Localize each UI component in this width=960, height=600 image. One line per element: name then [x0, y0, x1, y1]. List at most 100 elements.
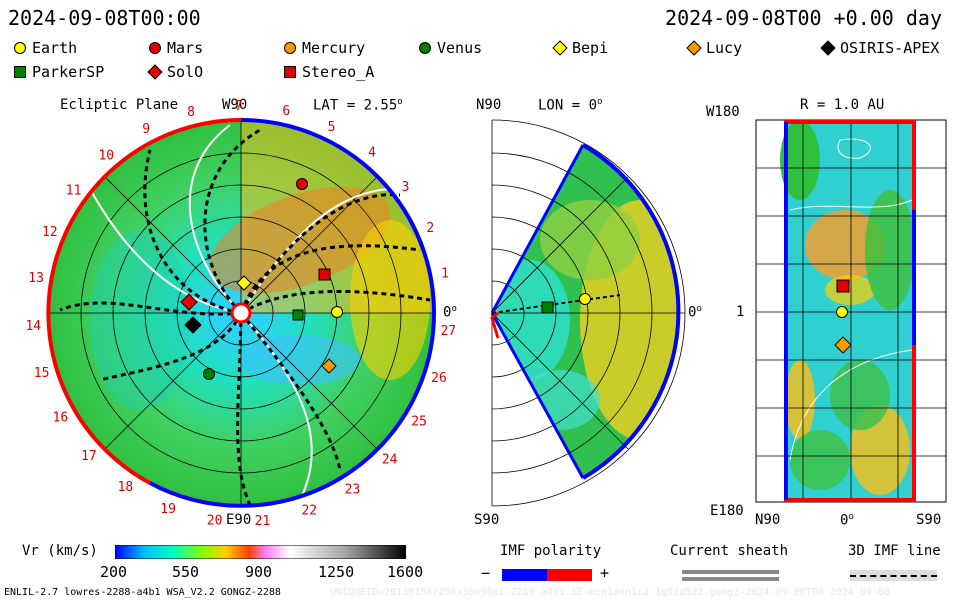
- legend-marker-diamond: [686, 40, 702, 56]
- legend-marker-diamond: [147, 64, 163, 80]
- legend-item-stereo-a: Stereo_A: [282, 63, 374, 81]
- carrington-label-17: 17: [81, 449, 97, 464]
- legend-label: Bepi: [572, 39, 609, 57]
- carrington-label-19: 19: [160, 502, 176, 517]
- zero-value: 0: [840, 512, 849, 529]
- carrington-label-10: 10: [98, 149, 114, 164]
- parkersp-meridional-marker: [541, 301, 554, 314]
- carrington-label-2: 2: [426, 221, 434, 236]
- legend-label: ParkerSP: [32, 63, 105, 81]
- legend-marker-circle: [284, 42, 296, 54]
- legend-item-mars: Mars: [147, 39, 203, 57]
- legend-label: Stereo_A: [302, 63, 375, 81]
- legend-item-lucy: Lucy: [686, 39, 742, 57]
- latitude-value: LAT = 2.55: [313, 97, 398, 114]
- legend-label: OSIRIS-APEX: [840, 39, 940, 57]
- carrington-label-5: 5: [328, 120, 336, 135]
- carrington-label-12: 12: [42, 225, 58, 240]
- legend-item-venus: Venus: [417, 39, 482, 57]
- colorbar-tick-550: 550: [172, 563, 200, 581]
- venus-marker: [203, 368, 215, 380]
- footer-run-info: ENLIL-2.7 lowres-2288-a4b1 WSA_V2.2 GONG…: [4, 587, 281, 598]
- imf-negative-swatch: [502, 569, 547, 581]
- legend-label: Earth: [32, 39, 78, 57]
- e90-label: E90: [226, 512, 252, 528]
- carrington-label-1: 1: [441, 267, 449, 282]
- carrington-label-7: 7: [235, 99, 243, 114]
- imf-plus-label: +: [600, 564, 610, 582]
- start-timestamp: 2024-09-08T00:00: [8, 6, 201, 30]
- legend-marker-circle: [14, 42, 26, 54]
- carrington-label-22: 22: [301, 504, 317, 519]
- center-longitude-label: 1: [736, 304, 745, 320]
- colorbar-title: Vr (km/s): [22, 543, 98, 559]
- e180-label: E180: [710, 503, 744, 519]
- carrington-label-20: 20: [207, 513, 223, 528]
- earth-sphere-marker: [836, 306, 848, 318]
- stereo-a-marker: [318, 268, 331, 281]
- carrington-label-11: 11: [66, 184, 82, 199]
- solo-marker: [180, 293, 198, 311]
- legend-marker-diamond: [552, 40, 568, 56]
- lucy-sphere-marker: [834, 336, 852, 354]
- w180-label: W180: [706, 104, 740, 120]
- imf-minus-label: −: [481, 564, 491, 582]
- current-sheath-line-1: [682, 570, 779, 574]
- w90-label: W90: [222, 97, 248, 113]
- parkersp-marker: [292, 309, 304, 321]
- carrington-label-8: 8: [187, 105, 195, 120]
- osiris-apex-marker: [184, 316, 202, 334]
- legend-label: SolO: [167, 63, 204, 81]
- carrington-label-23: 23: [345, 483, 361, 498]
- longitude-value: LON = 0: [538, 97, 598, 114]
- legend-marker-square: [14, 66, 26, 78]
- carrington-label-9: 9: [142, 122, 150, 137]
- colorbar-tick-1600: 1600: [387, 563, 424, 581]
- bepi-marker: [236, 275, 252, 291]
- colorbar-tick-900: 900: [245, 563, 273, 581]
- carrington-label-15: 15: [34, 366, 50, 381]
- zero-axis-label: 0o: [840, 512, 854, 529]
- legend-marker-diamond: [820, 40, 836, 56]
- carrington-label-6: 6: [282, 104, 290, 119]
- earth-meridional-marker: [579, 293, 591, 305]
- meridional-zero-label: 0o: [688, 304, 702, 321]
- carrington-label-4: 4: [368, 146, 376, 161]
- s90-label: S90: [474, 512, 500, 528]
- mars-marker: [296, 178, 308, 190]
- legend-item-osiris-apex: OSIRIS-APEX: [820, 39, 939, 57]
- velocity-colorbar: [115, 545, 406, 559]
- carrington-label-14: 14: [25, 319, 41, 334]
- carrington-label-24: 24: [382, 452, 398, 467]
- legend-item-earth: Earth: [12, 39, 77, 57]
- legend-item-solo: SolO: [147, 63, 203, 81]
- colorbar-tick-200: 200: [100, 563, 128, 581]
- legend-marker-square: [284, 66, 296, 78]
- carrington-label-25: 25: [411, 415, 427, 430]
- legend-label: Mars: [167, 39, 204, 57]
- ecliptic-zero-label: 0o: [443, 304, 457, 321]
- current-sheath-title: Current sheath: [670, 543, 789, 559]
- carrington-label-13: 13: [28, 271, 44, 286]
- imf-positive-swatch: [547, 569, 592, 581]
- legend-item-parkersp: ParkerSP: [12, 63, 104, 81]
- carrington-label-3: 3: [402, 180, 410, 195]
- carrington-label-21: 21: [255, 514, 271, 529]
- colorbar-tick-1250: 1250: [318, 563, 355, 581]
- zero-value: 0: [688, 304, 697, 321]
- imf-polarity-title: IMF polarity: [500, 543, 602, 559]
- n90-axis-label: N90: [755, 512, 781, 528]
- zero-value: 0: [443, 304, 452, 321]
- imf-line-title: 3D IMF line: [848, 543, 941, 559]
- imf-line-sample: [850, 575, 937, 577]
- carrington-label-26: 26: [431, 371, 447, 386]
- latitude-label: LAT = 2.55o: [313, 97, 403, 114]
- earth-marker: [331, 306, 343, 318]
- legend-label: Mercury: [302, 39, 366, 57]
- stereo-a-sphere-marker: [836, 279, 850, 293]
- lucy-marker: [321, 358, 337, 374]
- current-timestamp: 2024-09-08T00 +0.00 day: [665, 6, 942, 30]
- legend-marker-circle: [419, 42, 431, 54]
